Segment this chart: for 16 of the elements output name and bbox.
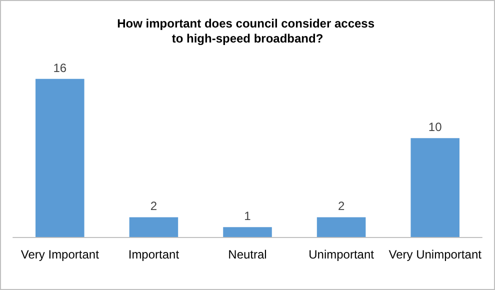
x-tick-label: Important [128,248,180,262]
bar [410,138,460,237]
bar [223,227,272,237]
x-tick-label: Very Unimportant [388,248,482,262]
bar [36,78,84,237]
x-tick-label: Neutral [228,248,267,262]
bar [316,217,366,237]
x-tick-label: Very Important [20,248,100,262]
x-tick-label: Unimportant [308,248,375,262]
chart-title: How important does council consider access to high-speed broadband? [117,16,378,46]
bar [129,217,178,237]
data-label: 16 [53,60,67,75]
data-label: 10 [428,120,442,134]
data-label: 2 [338,199,345,214]
data-label: 2 [150,199,158,214]
data-label: 1 [244,209,252,224]
